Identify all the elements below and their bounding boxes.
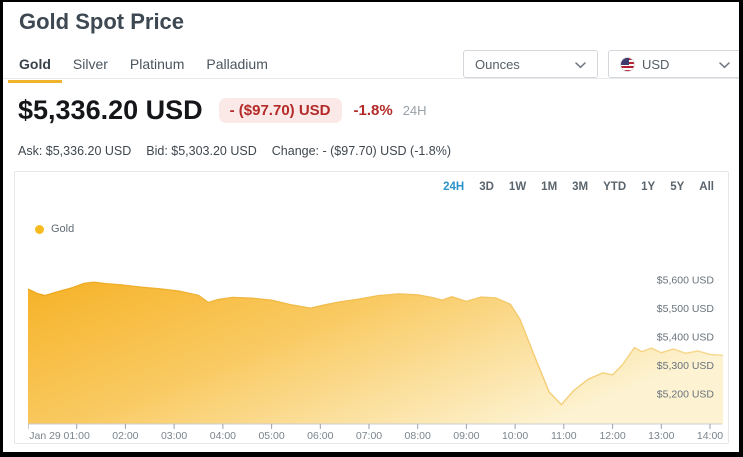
x-tick-label: 14:00 [697,430,723,442]
price-area-chart[interactable]: Jan 29 01:00 02:00 03:00 04:00 05:00 06:00 07:0… [28,258,728,443]
us-flag-icon [620,56,635,72]
screenshot-border [0,0,743,2]
tab-silver[interactable]: Silver [72,56,108,72]
x-tick-label: 11:00 [551,430,577,442]
x-tick-label: 01:00 [64,430,90,442]
legend-dot-icon [35,224,44,234]
time-range-selector: 24H 3D 1W 1M 3M YTD 1Y 5Y All [443,181,714,193]
range-button-1y[interactable]: 1Y [641,181,656,193]
chart-legend: Gold [35,223,74,235]
y-tick-label: $5,300 USD [657,360,715,372]
range-button-1m[interactable]: 1M [541,181,558,193]
price-row: $5,336.20 USD - ($97.70) USD -1.8% 24H [18,92,427,128]
y-tick-label: $5,400 USD [657,332,715,344]
x-tick-label: 12:00 [599,430,625,442]
chevron-down-icon [719,57,730,72]
x-tick-label: 07:00 [356,430,382,442]
tab-palladium[interactable]: Palladium [206,56,268,72]
bid-value: Bid: $5,303.20 USD [146,144,257,158]
range-button-3m[interactable]: 3M [572,181,589,193]
range-button-all[interactable]: All [699,181,714,193]
x-tick-label: 08:00 [405,430,431,442]
price-change-percent: -1.8% [353,101,393,119]
range-button-5y[interactable]: 5Y [670,181,685,193]
range-button-24h[interactable]: 24H [443,181,465,193]
tab-gold[interactable]: Gold [8,52,62,83]
y-tick-label: $5,200 USD [657,389,715,401]
change-value: Change: - ($97.70) USD (-1.8%) [271,144,452,158]
x-tick-label: 02:00 [112,430,138,442]
tab-platinum[interactable]: Platinum [129,56,185,72]
ask-value: Ask: $5,336.20 USD [18,144,132,158]
current-price: $5,336.20 USD [18,94,203,125]
screenshot-border [739,0,743,457]
legend-label: Gold [51,223,75,235]
screenshot-border [0,0,3,457]
range-button-ytd[interactable]: YTD [603,181,627,193]
x-tick-label: 05:00 [258,430,284,442]
quote-details: Ask: $5,336.20 USD Bid: $5,303.20 USD Ch… [18,144,451,158]
gold-area-fill [28,282,724,424]
screenshot-border [0,452,743,457]
x-tick-label: 09:00 [453,430,479,442]
x-tick-label: Jan 29 [29,430,61,442]
page-title: Gold Spot Price [19,9,185,34]
currency-select-value: USD [642,56,670,72]
chevron-down-icon [575,57,586,72]
x-tick-label: 10:00 [502,430,528,442]
currency-select[interactable]: USD [608,50,742,78]
period-label: 24H [402,102,427,118]
x-tick-label: 13:00 [648,430,674,442]
range-button-3d[interactable]: 3D [479,181,494,193]
unit-select-value: Ounces [475,56,520,72]
y-tick-label: $5,500 USD [657,303,715,315]
tabs-divider [0,78,743,79]
unit-select[interactable]: Ounces [463,50,598,78]
gold-price-line [28,281,724,406]
range-button-1w[interactable]: 1W [508,181,527,193]
x-tick-label: 03:00 [161,430,187,442]
price-change-badge: - ($97.70) USD [218,97,342,123]
x-tick-label: 04:00 [210,430,236,442]
chart-panel: 24H 3D 1W 1M 3M YTD 1Y 5Y All Gold Jan 29 01:00 02… [14,171,729,444]
y-tick-label: $5,600 USD [657,275,715,287]
x-tick-label: 06:00 [307,430,333,442]
metal-tabs: Gold Silver Platinum Palladium [8,52,279,83]
